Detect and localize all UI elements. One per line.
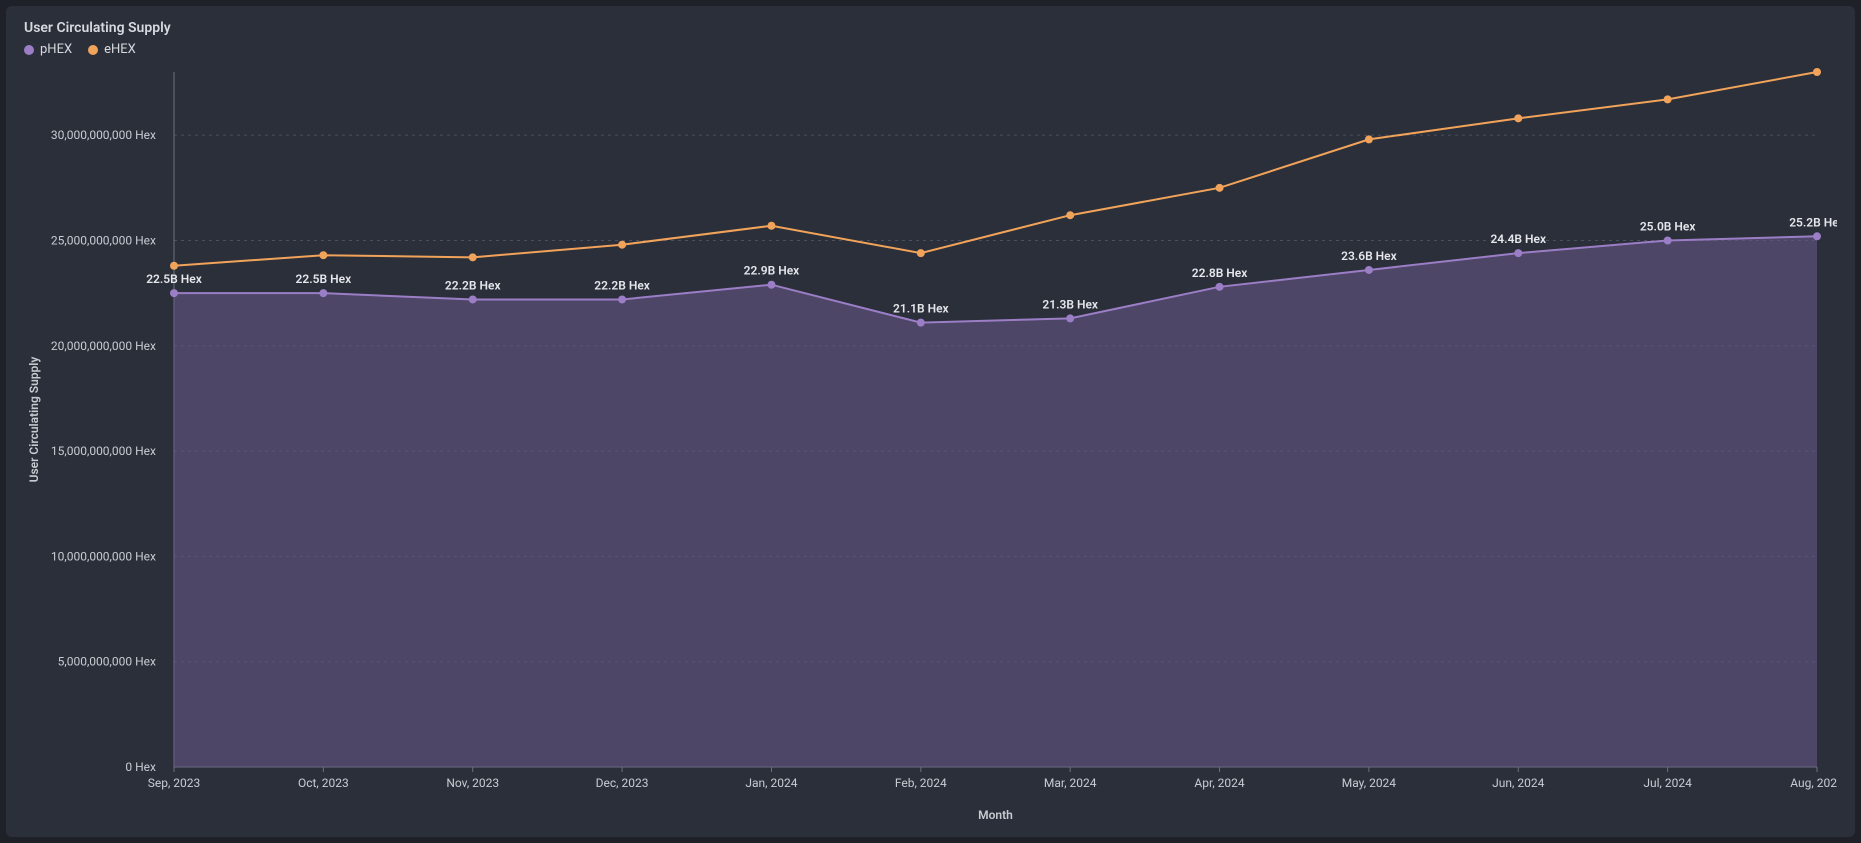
- series-point-eHEX[interactable]: [170, 262, 178, 270]
- y-tick-label: 30,000,000,000 Hex: [51, 128, 156, 142]
- x-tick-label: Oct, 2023: [298, 776, 349, 790]
- data-label: 22.2B Hex: [445, 278, 501, 292]
- series-point-eHEX[interactable]: [618, 241, 626, 249]
- data-label: 25.2B Hex: [1789, 215, 1837, 229]
- x-tick-label: Jan, 2024: [745, 776, 797, 790]
- chart-plot-area: 0 Hex 5,000,000,000 Hex 10,000,000,000 Hex…: [24, 62, 1837, 825]
- data-label: 22.5B Hex: [296, 272, 352, 286]
- series-point-eHEX[interactable]: [1514, 114, 1522, 122]
- series-point-eHEX[interactable]: [1066, 211, 1074, 219]
- series-point-pHEX[interactable]: [1514, 249, 1522, 257]
- phex-area: [174, 236, 1817, 767]
- y-tick-label: 10,000,000,000 Hex: [51, 549, 156, 563]
- series-point-pHEX[interactable]: [618, 295, 626, 303]
- x-tick-label: Aug, 2024: [1790, 776, 1837, 790]
- y-axis-label: User Circulating Supply: [27, 357, 41, 483]
- y-tick-label: 20,000,000,000 Hex: [51, 339, 156, 353]
- x-tick-label: Jun, 2024: [1492, 776, 1544, 790]
- chart-legend: pHEX eHEX: [24, 42, 1837, 57]
- x-tick-label: May, 2024: [1342, 776, 1397, 790]
- legend-label: eHEX: [104, 42, 136, 57]
- y-tick-label: 0 Hex: [125, 760, 156, 774]
- x-tick-label: Nov, 2023: [446, 776, 499, 790]
- chart-panel: User Circulating Supply pHEX eHEX 0 Hex 5…: [6, 6, 1855, 837]
- series-line-eHEX: [174, 72, 1817, 266]
- data-label: 25.0B Hex: [1640, 219, 1696, 233]
- legend-label: pHEX: [40, 42, 72, 57]
- x-tick-label: Sep, 2023: [148, 776, 201, 790]
- chart-title: User Circulating Supply: [24, 20, 1837, 36]
- data-label: 24.4B Hex: [1490, 232, 1546, 246]
- series-point-eHEX[interactable]: [319, 251, 327, 259]
- y-tick-label: 25,000,000,000 Hex: [51, 233, 156, 247]
- y-tick-label: 5,000,000,000 Hex: [58, 655, 156, 669]
- series-point-pHEX[interactable]: [1664, 236, 1672, 244]
- data-label: 22.9B Hex: [744, 264, 800, 278]
- data-label: 22.5B Hex: [146, 272, 202, 286]
- series-point-eHEX[interactable]: [469, 253, 477, 261]
- series-point-pHEX[interactable]: [1066, 314, 1074, 322]
- series-point-pHEX[interactable]: [469, 295, 477, 303]
- data-label: 22.8B Hex: [1192, 266, 1248, 280]
- data-label: 21.1B Hex: [893, 302, 949, 316]
- series-point-pHEX[interactable]: [1365, 266, 1373, 274]
- legend-dot-icon: [88, 45, 98, 55]
- chart-svg: 0 Hex 5,000,000,000 Hex 10,000,000,000 Hex…: [24, 62, 1837, 825]
- data-label: 23.6B Hex: [1341, 249, 1397, 263]
- series-point-pHEX[interactable]: [917, 319, 925, 327]
- series-point-pHEX[interactable]: [170, 289, 178, 297]
- series-point-pHEX[interactable]: [1813, 232, 1821, 240]
- x-tick-label: Dec, 2023: [596, 776, 649, 790]
- series-point-eHEX[interactable]: [1365, 135, 1373, 143]
- series-point-pHEX[interactable]: [1216, 283, 1224, 291]
- data-label: 22.2B Hex: [594, 278, 650, 292]
- data-label: 21.3B Hex: [1042, 297, 1098, 311]
- series-point-pHEX[interactable]: [319, 289, 327, 297]
- series-point-eHEX[interactable]: [1664, 95, 1672, 103]
- legend-dot-icon: [24, 45, 34, 55]
- x-axis-label: Month: [978, 808, 1013, 822]
- series-point-pHEX[interactable]: [767, 281, 775, 289]
- legend-item-ehex[interactable]: eHEX: [88, 42, 136, 57]
- series-point-eHEX[interactable]: [1216, 184, 1224, 192]
- x-tick-label: Apr, 2024: [1194, 776, 1244, 790]
- y-tick-label: 15,000,000,000 Hex: [51, 444, 156, 458]
- legend-item-phex[interactable]: pHEX: [24, 42, 72, 57]
- x-tick-label: Feb, 2024: [895, 776, 947, 790]
- series-point-eHEX[interactable]: [1813, 68, 1821, 76]
- series-point-eHEX[interactable]: [767, 222, 775, 230]
- series-point-eHEX[interactable]: [917, 249, 925, 257]
- x-tick-label: Jul, 2024: [1643, 776, 1692, 790]
- x-tick-label: Mar, 2024: [1044, 776, 1097, 790]
